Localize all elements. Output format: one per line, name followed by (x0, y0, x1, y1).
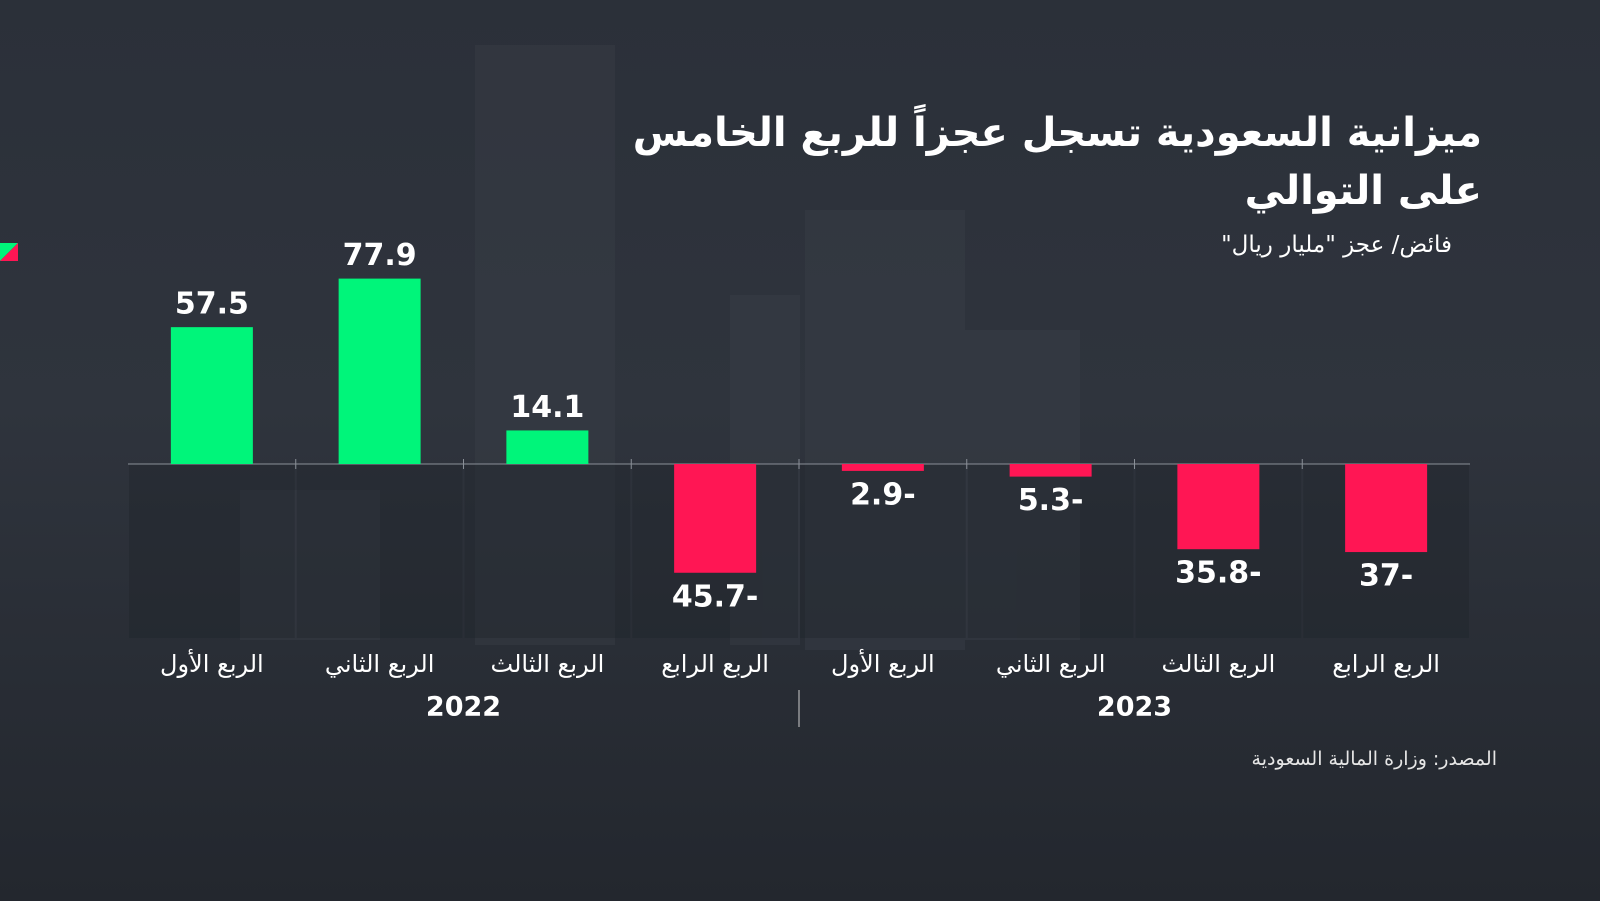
panel (464, 464, 631, 638)
x-tick-label: الربع الرابع (1332, 650, 1440, 678)
panel (800, 464, 966, 638)
group-label: 2022 (426, 692, 501, 723)
skyline (240, 45, 1080, 650)
x-tick-label: الربع الأول (160, 649, 264, 678)
value-label: 45.7- (672, 579, 758, 614)
legend-text: فائض/ عجز "مليار ريال" (1221, 232, 1452, 258)
value-label: 14.1 (510, 390, 584, 425)
value-label: 77.9 (343, 238, 417, 273)
x-tick-label: الربع الرابع (661, 650, 769, 678)
bar (338, 278, 421, 464)
x-tick-label: الربع الأول (831, 649, 935, 678)
bar (1345, 464, 1428, 553)
value-label: 57.5 (175, 287, 249, 322)
bar (170, 327, 253, 464)
legend-icon (0, 243, 18, 261)
bar (841, 464, 924, 471)
group-label: 2023 (1097, 692, 1172, 723)
panel (129, 464, 295, 638)
x-tick-label: الربع الثاني (996, 650, 1106, 678)
panel (296, 464, 463, 638)
x-tick-label: الربع الثالث (491, 650, 605, 678)
bar (1177, 464, 1260, 550)
bar (506, 430, 589, 464)
chart-title: ميزانية السعودية تسجل عجزاً للربع الخامس… (632, 110, 1482, 214)
x-tick-label: الربع الثاني (325, 650, 435, 678)
source-note: المصدر: وزارة المالية السعودية (1251, 748, 1497, 770)
x-tick-label: الربع الثالث (1162, 650, 1276, 678)
value-label: 5.3- (1018, 483, 1084, 518)
value-label: 2.9- (850, 477, 916, 512)
bar (1009, 464, 1092, 477)
value-label: 37- (1359, 559, 1413, 594)
panel (967, 464, 1134, 638)
value-label: 35.8- (1175, 556, 1261, 591)
bar (674, 464, 757, 573)
